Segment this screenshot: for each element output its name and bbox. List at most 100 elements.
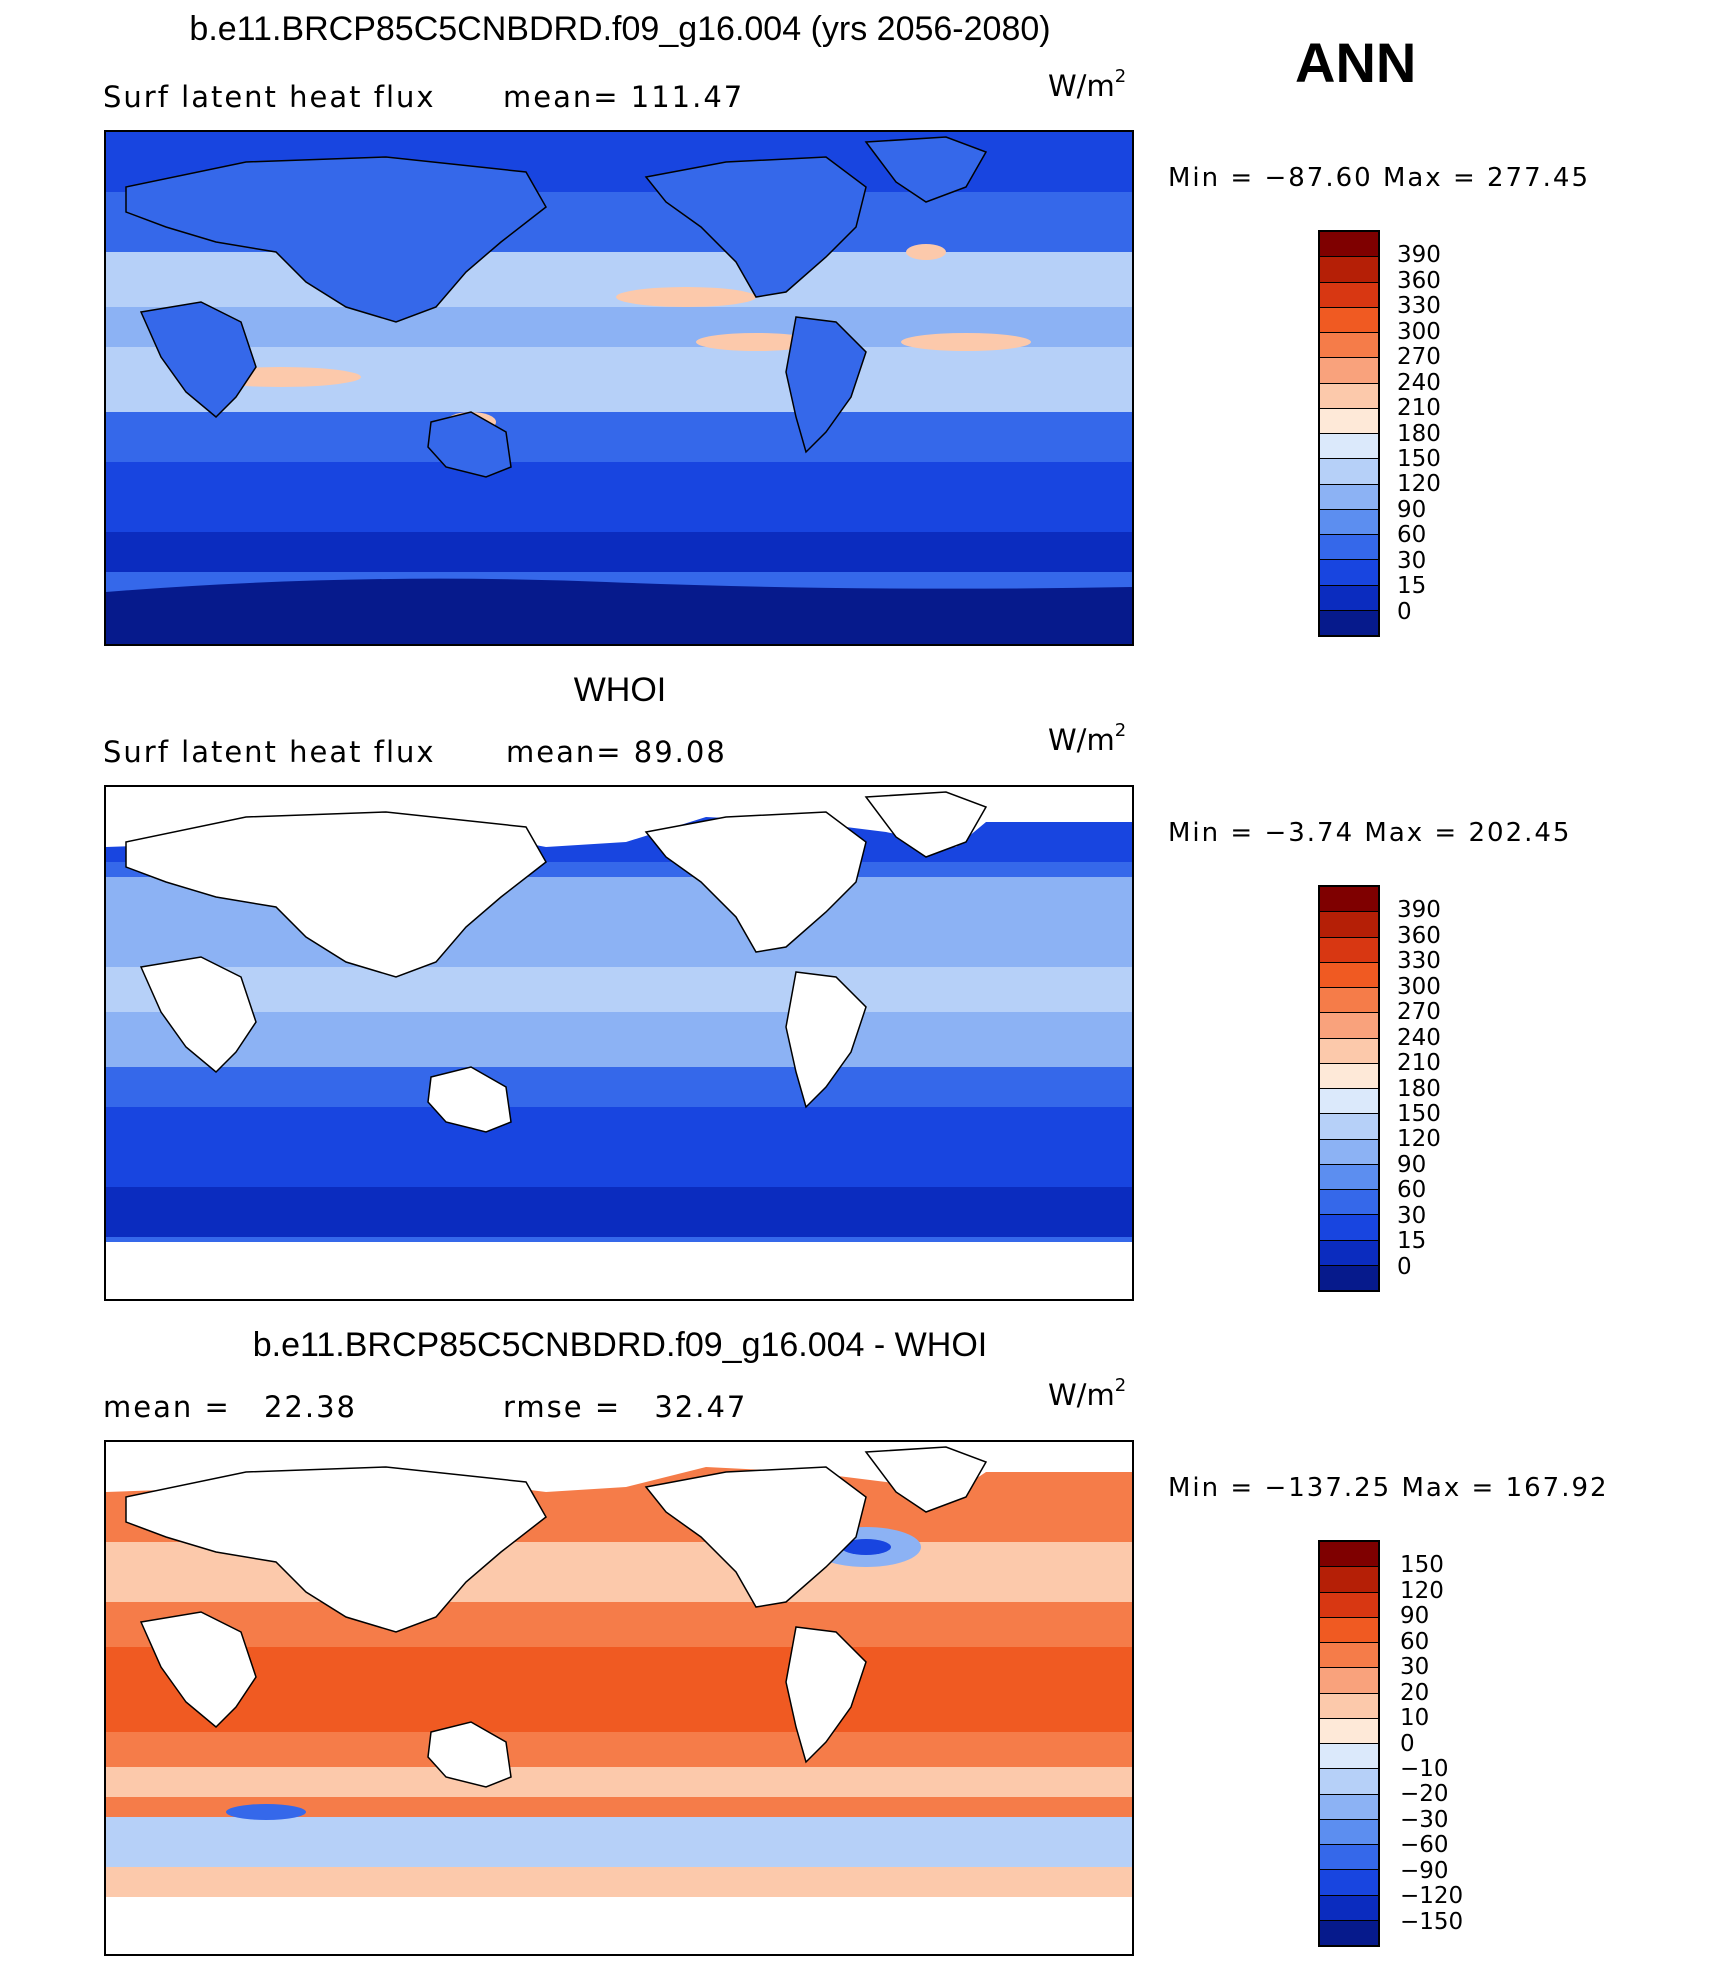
panel-2-title: WHOI (573, 671, 667, 709)
panel-1-map (104, 130, 1134, 646)
panel-1-min-label: Min = (1168, 163, 1255, 193)
colorbar-tick-label: 270 (1397, 344, 1441, 371)
panel-3-max-value: 167.92 (1505, 1473, 1609, 1503)
warm-patch (901, 333, 1031, 351)
eurasia (125, 156, 547, 323)
colorbar-tick-label: 30 (1397, 1202, 1427, 1229)
panel-2-map-svg (106, 787, 1132, 1299)
cool-anomaly (226, 1804, 306, 1820)
panel-3-mean-label: mean = (103, 1390, 231, 1424)
cool-band (106, 1817, 1132, 1867)
south-america (785, 1626, 867, 1764)
colorbar-tick-label: −60 (1400, 1832, 1449, 1859)
colorbar-swatch (1320, 1240, 1378, 1266)
colorbar-tick-label: 60 (1400, 1628, 1430, 1655)
panel-1-colorbar-labels: 390 360 330 300 270 240 210 180 150 120 90 60 30 15 0 (1397, 230, 1477, 637)
panel-2-variable: Surf latent heat flux (103, 735, 436, 769)
colorbar-tick-label: 30 (1400, 1654, 1430, 1681)
colorbar-tick-label: 330 (1397, 293, 1441, 320)
colorbar-tick-label: 120 (1397, 1126, 1441, 1153)
masked-antarctic (106, 1242, 1132, 1299)
colorbar-swatch (1320, 1542, 1378, 1568)
panel-2-max-label: Max = (1364, 818, 1459, 848)
colorbar-swatch (1320, 1617, 1378, 1643)
eurasia (125, 1466, 547, 1633)
season-label: ANN (1295, 31, 1417, 94)
panel-3-map-svg (106, 1442, 1132, 1954)
colorbar-swatch (1320, 484, 1378, 510)
africa (139, 301, 257, 419)
colorbar-tick-label: 0 (1400, 1730, 1415, 1757)
panel-2-mean-label: mean= (506, 735, 623, 769)
colorbar-swatch (1320, 408, 1378, 434)
australia (427, 1066, 512, 1133)
colorbar-tick-label: 15 (1397, 1228, 1427, 1255)
colorbar-tick-label: 360 (1397, 922, 1441, 949)
continents (125, 791, 988, 1133)
continents (125, 1446, 988, 1788)
colorbar-tick-label: −10 (1400, 1755, 1449, 1782)
colorbar-tick-label: 180 (1397, 420, 1441, 447)
panel-2-mean-value: 89.08 (633, 735, 727, 769)
colorbar-tick-label: 150 (1397, 1100, 1441, 1127)
colorbar-swatch (1320, 383, 1378, 409)
warm-patch (696, 333, 816, 351)
equatorial-band (106, 967, 1132, 1012)
colorbar-swatch (1320, 1819, 1378, 1845)
panel-1-max-value: 277.45 (1487, 163, 1590, 193)
australia (427, 411, 512, 478)
units-exponent: 2 (1114, 66, 1127, 87)
colorbar-tick-label: 330 (1397, 948, 1441, 975)
panel-3-rmse-value: 32.47 (654, 1390, 748, 1424)
colorbar-swatch (1320, 1063, 1378, 1089)
colorbar-swatch (1320, 1693, 1378, 1719)
colorbar-tick-label: 90 (1400, 1603, 1430, 1630)
colorbar-swatch (1320, 585, 1378, 611)
colorbar-swatch (1320, 1592, 1378, 1618)
units-text: W/m (1048, 69, 1115, 103)
south-america (785, 316, 867, 454)
colorbar-tick-label: −150 (1400, 1908, 1464, 1935)
colorbar-tick-label: −90 (1400, 1857, 1449, 1884)
panel-2-min-label: Min = (1168, 818, 1255, 848)
colorbar-swatch (1320, 1870, 1378, 1896)
colorbar-tick-label: 300 (1397, 973, 1441, 1000)
warm-pale-band (106, 1767, 1132, 1797)
panel-1-units: W/m2 (1048, 66, 1126, 103)
panel-1-mean-label: mean= (503, 80, 620, 114)
cool-anomaly-core (841, 1539, 891, 1555)
panel-2-min-value: −3.74 (1264, 818, 1355, 848)
colorbar-swatch (1320, 912, 1378, 938)
panel-3-max-label: Max = (1401, 1473, 1496, 1503)
panel-1-title: b.e11.BRCP85C5CNBDRD.f09_g16.004 (yrs 20… (189, 10, 1051, 48)
colorbar-tick-label: 390 (1397, 242, 1441, 269)
greenland (864, 1446, 988, 1513)
colorbar-swatch (1320, 1038, 1378, 1064)
antarctica (106, 578, 1132, 644)
warm-patch (906, 244, 946, 260)
panel-2-map (104, 785, 1134, 1301)
panel-3-colorbar-labels: 150 120 90 60 30 20 10 0 −10 −20 −30 −60 −90 −120 −150 (1400, 1540, 1500, 1947)
continents (125, 136, 988, 478)
colorbar-tick-label: 0 (1397, 1253, 1412, 1280)
southern-ocean-band (106, 462, 1132, 532)
warm-strong-band (106, 1647, 1132, 1732)
africa (139, 1611, 257, 1729)
colorbar-tick-label: 60 (1397, 522, 1427, 549)
panel-3-units: W/m2 (1048, 1375, 1126, 1412)
masked-antarctic (106, 1897, 1132, 1954)
panel-3-minmax: Min = −137.25 Max = 167.92 (1168, 1473, 1609, 1503)
colorbar-swatch (1320, 1643, 1378, 1669)
colorbar-tick-label: 120 (1397, 471, 1441, 498)
colorbar-swatch (1320, 282, 1378, 308)
colorbar-tick-label: 180 (1397, 1075, 1441, 1102)
colorbar-tick-label: 210 (1397, 395, 1441, 422)
panel-1-map-svg (106, 132, 1132, 644)
south-america (785, 971, 867, 1109)
colorbar-swatch (1320, 535, 1378, 561)
panel-1-max-label: Max = (1382, 163, 1477, 193)
panel-3-mean-value: 22.38 (263, 1390, 358, 1424)
colorbar-swatch (1320, 1668, 1378, 1694)
units-exponent: 2 (1114, 720, 1127, 741)
africa (139, 956, 257, 1074)
